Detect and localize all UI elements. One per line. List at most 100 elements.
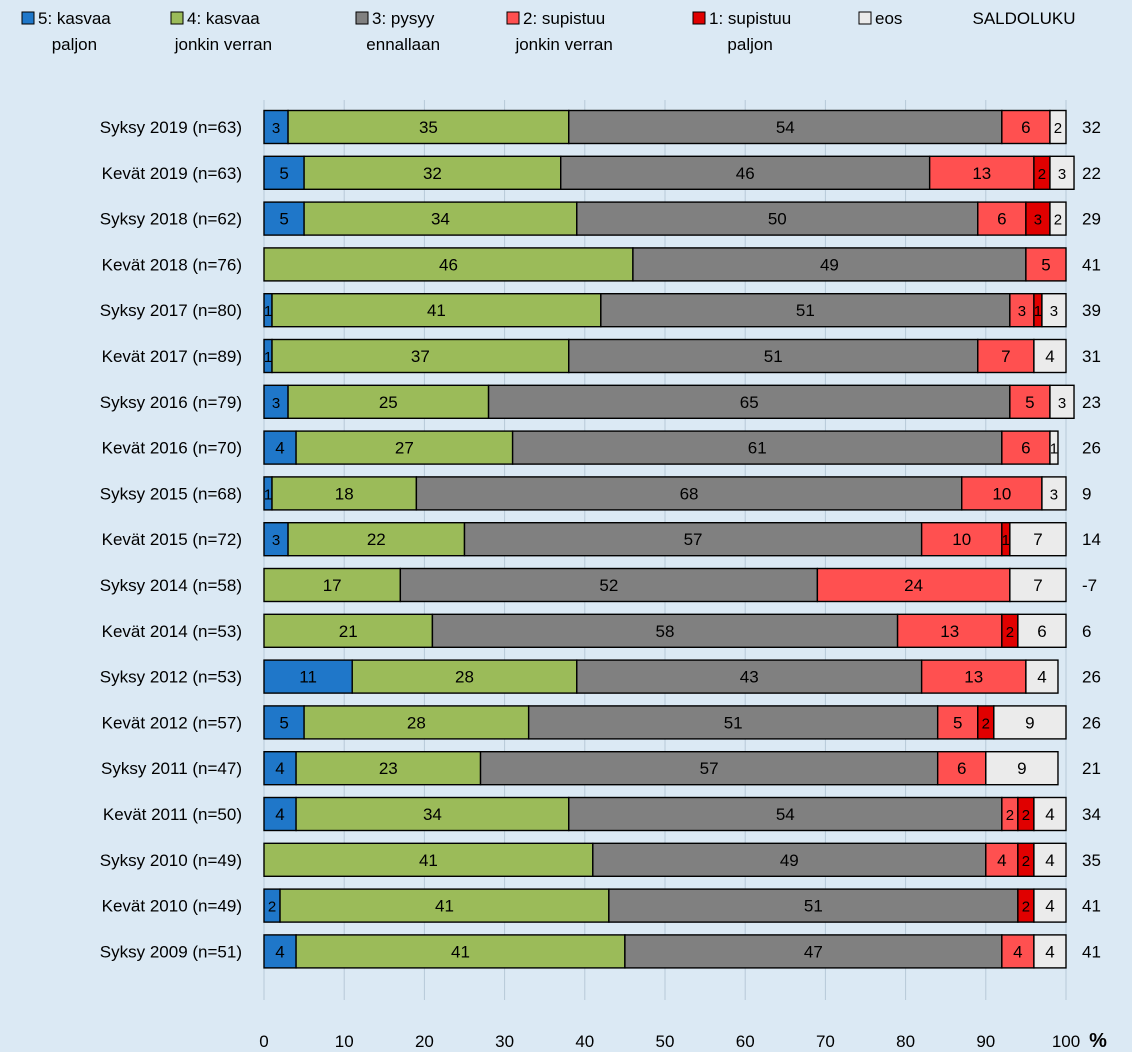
- bar-segment: [287, 522, 466, 557]
- bar-segment: [263, 934, 297, 969]
- bar-segment: [993, 705, 1067, 740]
- bar-segment: [920, 659, 1027, 694]
- bar-segment: [527, 705, 939, 740]
- bar-value-label: 2: [1006, 807, 1014, 824]
- bar-value-label: 4: [1045, 942, 1054, 961]
- category-label: Syksy 2019 (n=63): [100, 118, 242, 137]
- saldo-header: SALDOLUKU: [973, 9, 1076, 28]
- bar-value-label: 2: [1022, 853, 1030, 870]
- bar-row: Kevät 2017 (n=89) 1 37 51 7 4 31: [102, 338, 1101, 374]
- category-label: Kevät 2010 (n=49): [102, 897, 242, 916]
- saldo-value: 29: [1082, 210, 1101, 229]
- category-label: Kevät 2011 (n=50): [103, 805, 242, 824]
- legend-swatch: [355, 11, 369, 25]
- category-label: Kevät 2019 (n=63): [102, 164, 242, 183]
- legend-swatch: [692, 11, 706, 25]
- bar-row: Syksy 2017 (n=80) 1 41 51 3 1 3 39: [100, 293, 1101, 328]
- bar-value-label: 21: [339, 622, 358, 641]
- bar-value-label: 9: [1017, 759, 1026, 778]
- bar-segment: [351, 659, 578, 694]
- bar-value-label: 3: [1058, 166, 1066, 183]
- x-tick-label: 10: [335, 1032, 354, 1051]
- bar-segment: [985, 751, 1059, 786]
- legend-item: 1: supistuu paljon: [692, 9, 791, 54]
- saldo-value: 39: [1082, 301, 1101, 320]
- bar-value-label: 4: [275, 805, 284, 824]
- bar-value-label: 54: [776, 118, 795, 137]
- bar-value-label: 4: [275, 439, 284, 458]
- bar-segment: [263, 201, 305, 236]
- saldo-value: 14: [1082, 530, 1101, 549]
- bar-value-label: 18: [335, 484, 354, 503]
- bar-segment: [271, 293, 602, 328]
- bar-segment: [263, 842, 594, 877]
- bar-value-label: 41: [427, 301, 446, 320]
- bar-row: Kevät 2015 (n=72) 3 22 57 10 1 7 14: [102, 522, 1101, 557]
- bar-segment: [1049, 384, 1075, 419]
- bar-segment: [287, 109, 570, 145]
- bar-segment: [415, 476, 963, 511]
- bar-segment: [1033, 888, 1067, 923]
- bar-value-label: 4: [1045, 851, 1054, 870]
- bar-segment: [1009, 384, 1051, 419]
- bar-segment: [928, 155, 1035, 191]
- bar-value-label: 3: [272, 120, 280, 137]
- legend-item: 3: pysyy ennallaan: [355, 9, 440, 54]
- bar-value-label: 4: [1045, 805, 1054, 824]
- legend-item: 2: supistuu jonkin verran: [506, 9, 613, 54]
- saldo-value: 26: [1082, 713, 1101, 732]
- bar-value-label: 1: [264, 486, 272, 503]
- bar-value-label: 17: [323, 576, 342, 595]
- saldo-value: 41: [1082, 942, 1101, 961]
- bar-segment: [295, 796, 570, 832]
- bar-segment: [560, 155, 931, 191]
- bar-value-label: 2: [268, 899, 276, 916]
- x-tick-label: 20: [415, 1032, 434, 1051]
- bar-segment: [1009, 567, 1067, 603]
- bar-segment: [1017, 613, 1067, 648]
- bar-value-label: 6: [997, 210, 1006, 229]
- bar-value-label: 5: [279, 713, 288, 732]
- category-label: Syksy 2014 (n=58): [100, 576, 242, 595]
- bar-segment: [624, 934, 1003, 969]
- bar-value-label: 6: [957, 759, 966, 778]
- bar-segment: [487, 384, 1011, 419]
- bar-value-label: 24: [904, 576, 923, 595]
- bar-value-label: 2: [1006, 624, 1014, 641]
- x-tick-label: 50: [656, 1032, 675, 1051]
- legend-label: paljon: [727, 35, 772, 54]
- bar-value-label: 51: [764, 347, 783, 366]
- bar-value-label: 1: [1002, 532, 1010, 549]
- chart-legend: 5: kasvaa paljon 4: kasvaa jonkin verran 3: …: [21, 9, 902, 54]
- saldo-header-label: SALDOLUKU: [973, 9, 1076, 28]
- bar-segment: [576, 659, 923, 694]
- bar-value-label: 1: [1034, 303, 1042, 320]
- saldo-value: 35: [1082, 851, 1101, 870]
- bar-value-label: 4: [1045, 897, 1054, 916]
- bar-row: Syksy 2012 (n=53) 11 28 43 13 4 26: [100, 659, 1101, 694]
- category-label: Kevät 2014 (n=53): [102, 622, 242, 641]
- bar-value-label: 3: [1050, 486, 1058, 503]
- bar-segment: [263, 705, 305, 740]
- bar-row: Kevät 2018 (n=76) 46 49 5 41: [102, 247, 1101, 282]
- bar-segment: [1001, 109, 1051, 145]
- bar-row: Kevät 2010 (n=49) 2 41 51 2 4 41: [102, 888, 1101, 923]
- bar-value-label: 1: [264, 349, 272, 366]
- bar-value-label: 3: [1018, 303, 1026, 320]
- bar-segment: [431, 613, 899, 648]
- bar-segment: [263, 109, 289, 145]
- bar-row: Kevät 2012 (n=57) 5 28 51 5 2 9 26: [102, 705, 1101, 740]
- bar-value-label: 1: [1050, 441, 1058, 458]
- bar-value-label: 25: [379, 393, 398, 412]
- bar-segment: [1041, 293, 1067, 328]
- bar-segment: [1033, 796, 1067, 832]
- bar-value-label: 6: [1021, 118, 1030, 137]
- bar-value-label: 4: [1045, 347, 1054, 366]
- bar-value-label: 3: [272, 532, 280, 549]
- saldo-value: 41: [1082, 897, 1101, 916]
- bar-segment: [1025, 659, 1059, 694]
- x-tick-label: 100: [1052, 1032, 1080, 1051]
- x-tick-label: 0: [259, 1032, 268, 1051]
- bar-segment: [263, 613, 434, 648]
- bar-segment: [1033, 842, 1067, 877]
